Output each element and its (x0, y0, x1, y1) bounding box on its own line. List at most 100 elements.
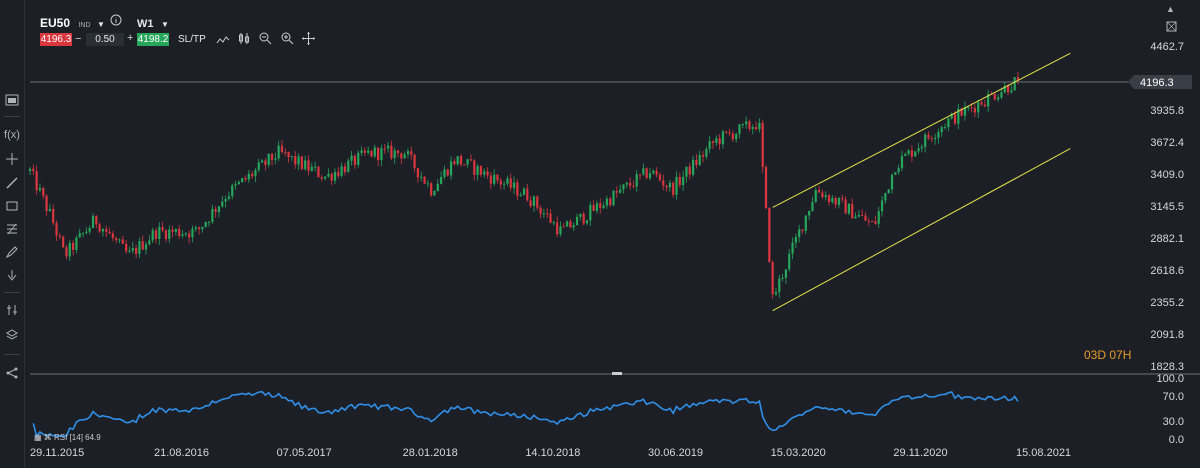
rsi-axis-label: 70.0 (1162, 391, 1184, 404)
candle-body (386, 145, 390, 149)
pencil-icon[interactable] (3, 243, 21, 261)
volume-input[interactable]: 0.50 (86, 33, 124, 46)
candle-body (837, 197, 841, 205)
crosshair-icon[interactable] (3, 150, 21, 168)
candle-body (947, 118, 950, 128)
candle-body (824, 195, 827, 198)
candle-body (244, 178, 247, 180)
candle-body (685, 166, 688, 177)
candle-body (234, 184, 237, 186)
candle-body (711, 141, 715, 143)
candle-body (861, 214, 864, 216)
candle-body (924, 134, 927, 147)
candle-body (595, 203, 599, 211)
candle-body (920, 146, 923, 149)
candle-body (834, 197, 837, 205)
candle-body (257, 162, 260, 171)
function-icon[interactable]: f(x) (4, 129, 20, 141)
arrow-down-icon[interactable] (3, 266, 21, 284)
rsi-legend[interactable]: ▦ ⌘ RSI [14] 64.9 (34, 433, 101, 442)
candle-body (174, 229, 177, 232)
chart-type-icon[interactable] (3, 91, 21, 109)
date-axis-label: 30.06.2019 (647, 447, 704, 459)
candle-body (778, 278, 781, 293)
window-restore-icon[interactable] (1166, 19, 1177, 37)
candle-body (841, 197, 844, 200)
candle-body (804, 215, 807, 231)
candle-body (582, 213, 585, 224)
candle-body (48, 209, 51, 212)
candle-body (426, 183, 429, 185)
increase-volume-button[interactable]: + (127, 32, 134, 44)
candle-body (844, 199, 847, 214)
sell-price-button[interactable]: 4196.3 (40, 33, 72, 46)
zoom-out-icon[interactable] (259, 32, 272, 50)
candle-body (297, 156, 300, 165)
buy-price-button[interactable]: 4198.2 (137, 33, 169, 46)
share-icon[interactable] (3, 364, 21, 382)
layers-icon[interactable] (3, 326, 21, 344)
candle-body (221, 201, 224, 207)
candle-body (771, 262, 774, 295)
candle-body (307, 160, 310, 171)
candle-body (201, 226, 204, 230)
expand-panel-icon[interactable]: ▲ (1166, 4, 1175, 14)
candle-body (914, 151, 917, 157)
candle-body (433, 191, 436, 196)
candle-body (264, 160, 267, 165)
candle-body (751, 127, 754, 129)
candle-body (476, 166, 479, 175)
info-icon[interactable] (110, 13, 122, 31)
candle-body (655, 170, 658, 175)
candle-body (904, 153, 907, 156)
candle-body (101, 229, 105, 232)
timeframe-selector[interactable]: W1 ▼ (137, 14, 169, 32)
candle-body (141, 241, 144, 250)
candle-body (131, 248, 134, 251)
candle-body (788, 253, 791, 270)
date-axis-label: 15.08.2021 (1016, 447, 1072, 459)
candle-body (672, 182, 675, 195)
candle-body (827, 195, 831, 203)
candle-body (383, 148, 386, 150)
move-crosshair-icon[interactable] (302, 32, 315, 50)
sltp-button[interactable]: SL/TP (178, 34, 206, 45)
date-axis-label: 28.01.2018 (402, 447, 458, 459)
timeframe-label: W1 (137, 18, 154, 30)
candle-body (171, 229, 174, 232)
candles-icon[interactable] (238, 32, 250, 50)
candle-body (658, 174, 662, 181)
price-axis-label: 2091.8 (1150, 328, 1184, 341)
candle-body (327, 173, 330, 177)
date-axis-label: 15.03.2020 (770, 447, 826, 459)
candle-body (542, 213, 545, 215)
candle-body (274, 158, 277, 160)
rectangle-icon[interactable] (3, 197, 21, 215)
candle-body (761, 122, 764, 168)
candle-body (168, 229, 171, 239)
candle-body (343, 166, 347, 173)
channel-lines (772, 52, 1071, 312)
zoom-in-icon[interactable] (281, 32, 294, 50)
candle-body (449, 161, 453, 176)
candle-body (28, 168, 32, 172)
candle-body (62, 236, 65, 248)
candle-body (45, 195, 48, 212)
candle-body (284, 152, 287, 154)
candle-body (930, 138, 933, 140)
fibonacci-icon[interactable] (3, 220, 21, 238)
candle-body (486, 171, 489, 176)
trendline-icon[interactable] (3, 174, 21, 192)
candle-body (493, 174, 496, 184)
candle-body (330, 173, 333, 181)
candle-body (440, 176, 443, 185)
indicators-icon[interactable] (3, 301, 21, 319)
price-axis-label: 2355.2 (1150, 296, 1184, 309)
candle-body (347, 160, 350, 173)
line-chart-icon[interactable] (216, 33, 230, 51)
candle-body (161, 226, 164, 231)
decrease-volume-button[interactable]: − (75, 33, 82, 45)
instrument-selector[interactable]: EU50 IND ▼ (40, 14, 105, 32)
candle-body (731, 133, 734, 140)
